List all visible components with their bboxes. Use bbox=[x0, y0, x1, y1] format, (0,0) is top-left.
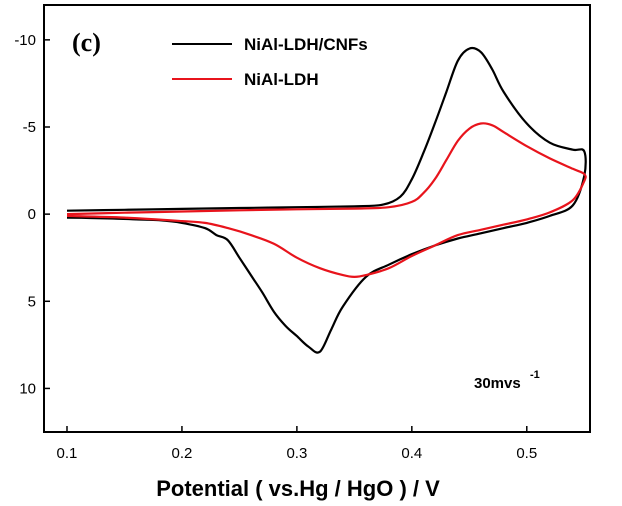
legend-label-nial-ldh: NiAl-LDH bbox=[244, 70, 319, 89]
x-tick-label: 0.5 bbox=[516, 445, 537, 462]
panel-label: (c) bbox=[72, 28, 101, 57]
x-tick-label: 0.2 bbox=[172, 445, 193, 462]
x-tick-label: 0.1 bbox=[57, 445, 78, 462]
y-tick-label: -5 bbox=[23, 119, 36, 136]
plot-frame bbox=[43, 4, 591, 433]
series-line-nial-ldh-cnfs bbox=[66, 46, 587, 354]
series-layer bbox=[66, 46, 587, 354]
legend-label-nial-ldh-cnfs: NiAl-LDH/CNFs bbox=[244, 35, 368, 54]
y-tick-label: 5 bbox=[28, 293, 36, 310]
ticks-layer: 0.1 0.2 0.3 0.4 0.5 -10 -5 0 5 10 bbox=[14, 32, 537, 462]
y-tick-label: -10 bbox=[14, 32, 36, 49]
y-tick-label: 0 bbox=[28, 206, 36, 223]
series-line-nial-ldh bbox=[66, 122, 587, 278]
x-tick-label: 0.4 bbox=[401, 445, 422, 462]
annotation-superscript: -1 bbox=[530, 369, 540, 381]
x-axis-title: Potential ( vs.Hg / HgO ) / V bbox=[156, 476, 440, 501]
legend: NiAl-LDH/CNFs NiAl-LDH bbox=[172, 35, 368, 89]
scan-rate-annotation: 30mvs -1 bbox=[474, 369, 540, 392]
y-tick-label: 10 bbox=[19, 380, 36, 397]
x-tick-label: 0.3 bbox=[286, 445, 307, 462]
annotation-text: 30mvs bbox=[474, 375, 521, 392]
